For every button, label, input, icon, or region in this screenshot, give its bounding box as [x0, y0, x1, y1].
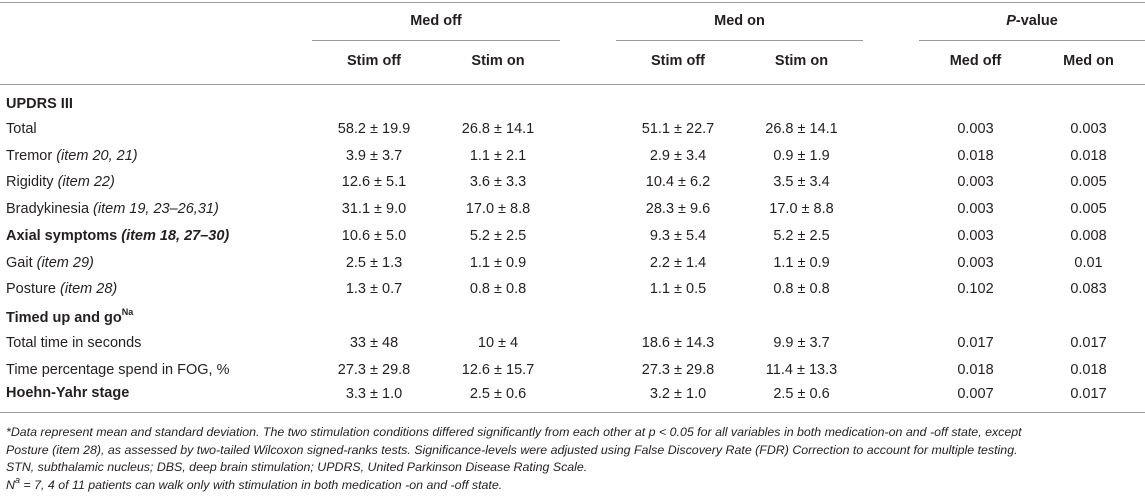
cell-med-on-stim-off: 9.3 ± 5.4	[649, 228, 707, 244]
cell-p-med-on: 0.005	[1070, 174, 1107, 190]
top-rule	[0, 2, 1145, 3]
row-label: Gait (item 29)	[6, 255, 94, 271]
cell-med-on-stim-on: 11.4 ± 13.3	[765, 362, 838, 378]
cell-med-off-stim-on: 0.8 ± 0.8	[469, 281, 527, 297]
group-header-med-off: Med off	[410, 13, 462, 29]
footnote-asterisk: *Data represent mean and standard deviat…	[6, 425, 1022, 474]
cell-med-off-stim-on: 3.6 ± 3.3	[469, 174, 527, 190]
cell-med-off-stim-off: 33 ± 48	[349, 335, 399, 351]
subheader-stim-off-med-off: Stim off	[347, 53, 401, 69]
cell-med-off-stim-on: 5.2 ± 2.5	[469, 228, 527, 244]
cell-med-off-stim-on: 2.5 ± 0.6	[469, 386, 527, 402]
cell-med-on-stim-on: 26.8 ± 14.1	[765, 121, 838, 137]
cell-p-med-off: 0.018	[957, 148, 994, 164]
subheader-p-med-off: Med off	[949, 53, 1002, 69]
cell-p-med-on: 0.018	[1070, 148, 1107, 164]
cell-p-med-off: 0.017	[957, 335, 994, 351]
cell-p-med-on: 0.017	[1070, 386, 1107, 402]
cell-med-off-stim-on: 1.1 ± 2.1	[469, 148, 527, 164]
row-label: Tremor (item 20, 21)	[6, 148, 138, 164]
cell-med-on-stim-off: 2.9 ± 3.4	[649, 148, 707, 164]
row-label: Time percentage spend in FOG, %	[6, 362, 230, 378]
cell-med-on-stim-on: 0.8 ± 0.8	[773, 281, 830, 297]
cell-p-med-on: 0.003	[1070, 121, 1107, 137]
cell-p-med-on: 0.01	[1074, 255, 1103, 271]
cell-med-off-stim-off: 27.3 ± 29.8	[337, 362, 411, 378]
cell-med-on-stim-on: 5.2 ± 2.5	[773, 228, 830, 244]
cell-med-on-stim-on: 1.1 ± 0.9	[773, 255, 830, 271]
cell-p-med-on: 0.005	[1070, 201, 1107, 217]
subheader-p-med-on: Med on	[1063, 53, 1114, 69]
subheader-stim-off-med-on: Stim off	[651, 53, 705, 69]
subheader-stim-on-med-off: Stim on	[471, 53, 525, 69]
header-rule	[0, 84, 1145, 85]
row-label: Bradykinesia (item 19, 23–26,31)	[6, 201, 219, 217]
cell-med-on-stim-off: 3.2 ± 1.0	[649, 386, 707, 402]
cell-med-on-stim-off: 27.3 ± 29.8	[641, 362, 715, 378]
cell-med-on-stim-off: 2.2 ± 1.4	[649, 255, 707, 271]
cell-med-on-stim-on: 2.5 ± 0.6	[773, 386, 830, 402]
row-label: Posture (item 28)	[6, 281, 118, 297]
cell-med-off-stim-off: 12.6 ± 5.1	[341, 174, 407, 190]
cell-med-off-stim-off: 1.3 ± 0.7	[345, 281, 403, 297]
cell-med-on-stim-on: 9.9 ± 3.7	[773, 335, 830, 351]
cell-med-off-stim-off: 31.1 ± 9.0	[341, 201, 407, 217]
cell-p-med-off: 0.003	[957, 228, 994, 244]
cell-med-off-stim-off: 2.5 ± 1.3	[345, 255, 403, 271]
cell-med-on-stim-off: 28.3 ± 9.6	[645, 201, 711, 217]
subheader-stim-on-med-on: Stim on	[774, 53, 829, 69]
row-label: Axial symptoms (item 18, 27–30)	[6, 228, 230, 244]
row-label: Total time in seconds	[6, 335, 142, 351]
cell-med-off-stim-on: 10 ± 4	[477, 335, 519, 351]
cell-med-on-stim-off: 1.1 ± 0.5	[649, 281, 707, 297]
cell-med-off-stim-on: 12.6 ± 15.7	[461, 362, 535, 378]
group-header-med-on: Med on	[714, 13, 765, 29]
bottom-rule	[0, 412, 1145, 413]
cell-p-med-off: 0.003	[957, 201, 994, 217]
cell-p-med-off: 0.003	[957, 121, 994, 137]
cell-med-on-stim-on: 3.5 ± 3.4	[773, 174, 830, 190]
section-timed-up-and-go: Timed up and goNa	[6, 307, 134, 326]
cell-p-med-off: 0.007	[957, 386, 994, 402]
cell-p-med-on: 0.008	[1070, 228, 1107, 244]
group-underline-p-value	[919, 40, 1145, 41]
cell-p-med-off: 0.003	[957, 174, 994, 190]
group-underline-med-on	[616, 40, 863, 41]
cell-med-off-stim-on: 26.8 ± 14.1	[461, 121, 535, 137]
footnote-na: Na = 7, 4 of 11 patients can walk only w…	[6, 474, 503, 492]
cell-p-med-off: 0.102	[957, 281, 994, 297]
cell-med-on-stim-off: 18.6 ± 14.3	[641, 335, 715, 351]
cell-med-off-stim-off: 10.6 ± 5.0	[341, 228, 407, 244]
cell-med-on-stim-off: 51.1 ± 22.7	[641, 121, 715, 137]
cell-med-off-stim-on: 1.1 ± 0.9	[469, 255, 527, 271]
cell-med-on-stim-on: 17.0 ± 8.8	[769, 201, 834, 217]
cell-med-on-stim-off: 10.4 ± 6.2	[645, 174, 711, 190]
cell-med-off-stim-on: 17.0 ± 8.8	[465, 201, 531, 217]
section-updrs-iii: UPDRS III	[6, 96, 73, 112]
group-header-p-value: P-value	[1006, 13, 1058, 29]
cell-med-on-stim-on: 0.9 ± 1.9	[773, 148, 830, 164]
cell-p-med-on: 0.018	[1070, 362, 1107, 378]
cell-p-med-on: 0.017	[1070, 335, 1107, 351]
cell-p-med-off: 0.003	[957, 255, 994, 271]
cell-p-med-on: 0.083	[1070, 281, 1107, 297]
row-label: Total	[6, 121, 37, 137]
cell-p-med-off: 0.018	[957, 362, 994, 378]
cell-med-off-stim-off: 3.3 ± 1.0	[345, 386, 403, 402]
group-underline-med-off	[312, 40, 560, 41]
cell-med-off-stim-off: 3.9 ± 3.7	[345, 148, 403, 164]
section-hoehn-yahr-stage: Hoehn-Yahr stage	[6, 385, 130, 401]
row-label: Rigidity (item 22)	[6, 174, 115, 190]
cell-med-off-stim-off: 58.2 ± 19.9	[337, 121, 411, 137]
